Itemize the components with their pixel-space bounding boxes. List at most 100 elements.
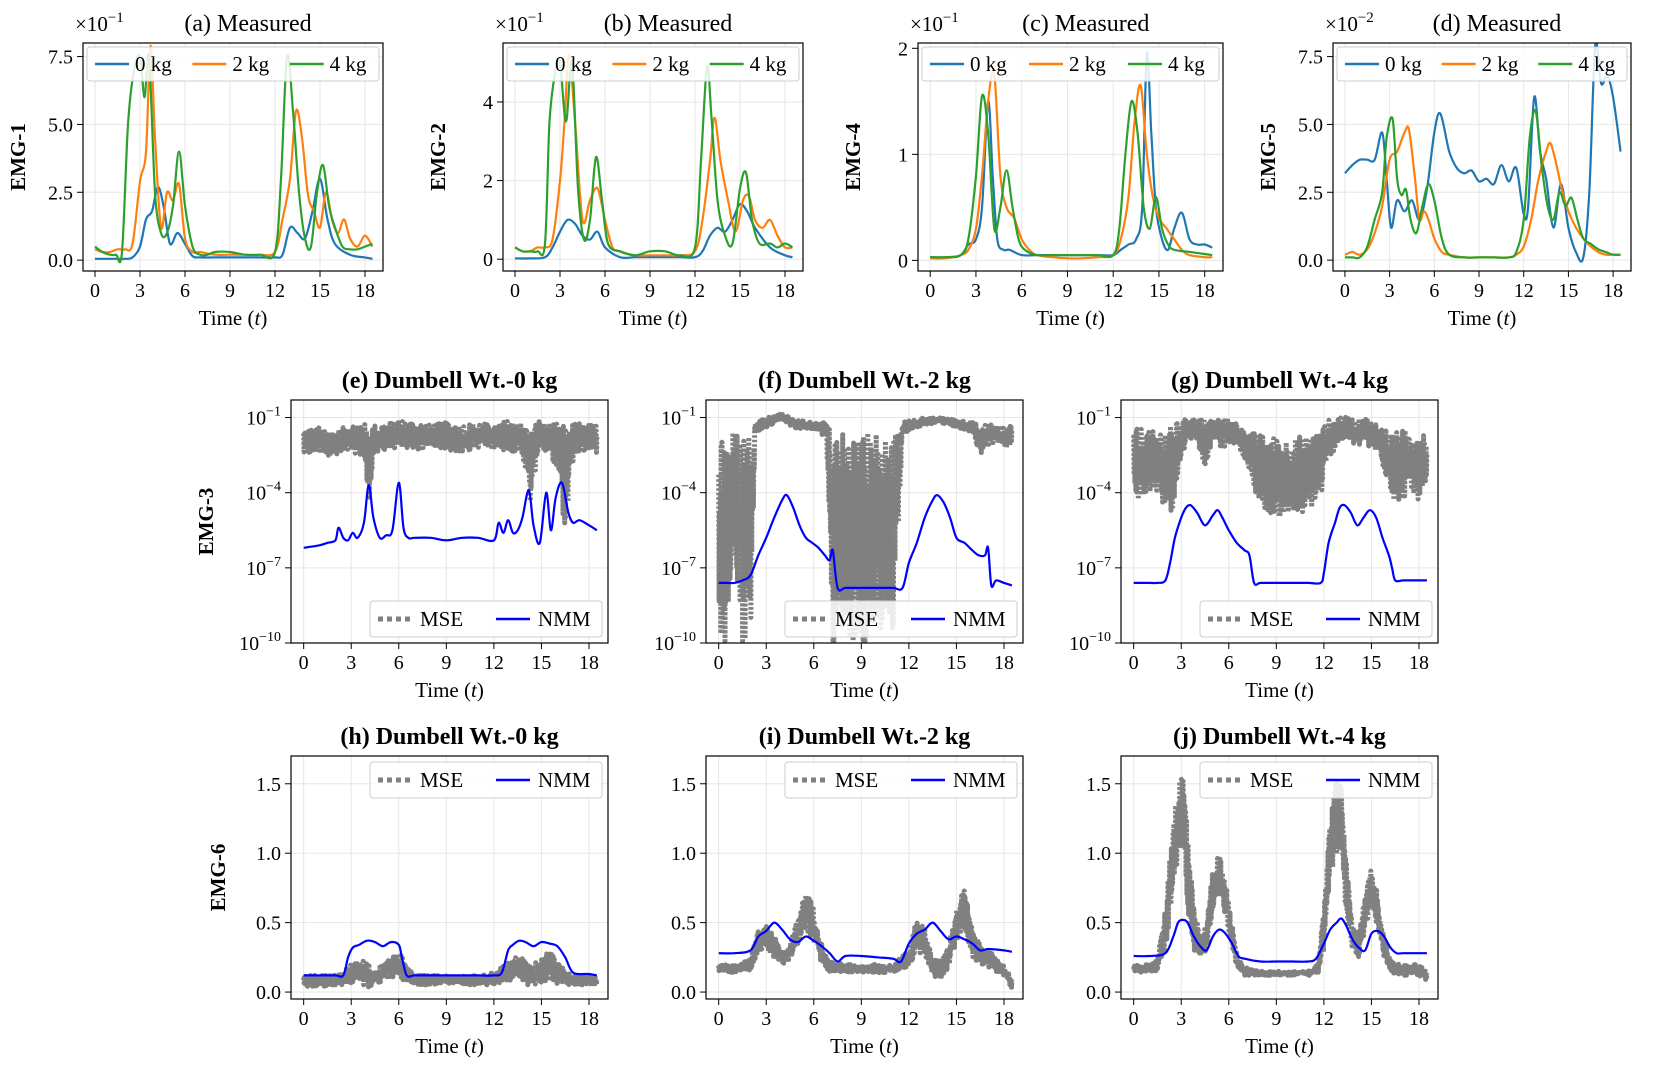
x-tick-label: 9 xyxy=(225,280,235,302)
series-4kg-line xyxy=(514,57,794,259)
y-axis-label: EMG-5 xyxy=(1256,123,1280,191)
chart-title: (d) Measured xyxy=(1433,11,1562,37)
series-4kg-line xyxy=(930,93,1213,259)
x-axis-label: Time (t) xyxy=(1036,306,1105,330)
x-tick-label: 6 xyxy=(809,1008,819,1030)
x-tick-label: 15 xyxy=(1149,280,1169,302)
x-tick-label: 18 xyxy=(1603,280,1623,302)
y-tick-label: 2.5 xyxy=(48,182,73,204)
x-tick-label: 0 xyxy=(510,280,520,302)
series-2kg-line xyxy=(930,70,1213,260)
series-nmm-line xyxy=(1133,503,1427,587)
x-tick-label: 15 xyxy=(1558,280,1578,302)
y-tick-label: 1.0 xyxy=(1086,843,1111,865)
axis-scale-factor: ×10−1 xyxy=(75,10,124,36)
x-tick-label: 18 xyxy=(1409,1008,1429,1030)
x-tick-label: 0 xyxy=(714,652,724,674)
y-tick-label: 10−1 xyxy=(246,405,281,430)
series-nmm-line xyxy=(1133,917,1427,963)
legend-label: MSE xyxy=(420,607,463,631)
x-tick-label: 12 xyxy=(265,280,285,302)
y-axis-label: EMG-2 xyxy=(426,123,450,191)
x-tick-label: 18 xyxy=(579,1008,599,1030)
x-tick-label: 15 xyxy=(946,652,966,674)
y-tick-label: 0.0 xyxy=(671,982,696,1004)
x-tick-label: 12 xyxy=(1514,280,1534,302)
y-tick-label: 0.0 xyxy=(48,250,73,272)
legend-box xyxy=(1199,761,1433,799)
x-tick-label: 18 xyxy=(1409,652,1429,674)
x-tick-label: 3 xyxy=(1385,280,1395,302)
x-tick-label: 6 xyxy=(1017,280,1027,302)
plot-area xyxy=(301,419,600,549)
legend-label: MSE xyxy=(835,607,878,631)
y-tick-label: 1.5 xyxy=(1086,774,1111,796)
series-nmm-line xyxy=(303,481,598,549)
series-2kg-line xyxy=(514,53,793,257)
y-tick-label: 0.5 xyxy=(671,913,696,935)
y-tick-label: 10−1 xyxy=(661,405,696,430)
y-tick-label: 10−10 xyxy=(654,630,696,655)
x-tick-label: 15 xyxy=(531,652,551,674)
y-tick-label: 10−7 xyxy=(246,555,281,580)
legend-label: NMM xyxy=(953,607,1006,631)
y-tick-label: 0 xyxy=(483,249,493,271)
plot-area xyxy=(514,53,794,260)
x-tick-label: 0 xyxy=(1129,652,1139,674)
series-0kg-line xyxy=(514,202,793,260)
x-tick-label: 3 xyxy=(346,652,356,674)
plot-area xyxy=(1131,414,1430,587)
legend-label: 0 kg xyxy=(1385,52,1422,76)
series-0kg-line xyxy=(1344,43,1622,263)
legend-box xyxy=(506,46,800,82)
y-tick-label: 0.0 xyxy=(256,982,281,1004)
x-tick-label: 3 xyxy=(1176,652,1186,674)
chart-title: (e) Dumbell Wt.-0 kg xyxy=(342,368,558,394)
x-tick-label: 3 xyxy=(971,280,981,302)
chart-panel-i: 0 3 6 9 12 15 18 0.0 0.5 1.0 1.5 (i) Dumbell Wt.-2 … xyxy=(671,724,1024,1058)
legend: MSE NMM xyxy=(784,600,1018,638)
y-tick-label: 1.0 xyxy=(671,843,696,865)
chart-panel-b: 0 3 6 9 12 15 18 0 2 4 ×10−1 (b) Measured Time (t) EM… xyxy=(426,10,804,330)
chart-panel-f: 0 3 6 9 12 15 18 10−10 10−7 10−4 10−1 (f) Dumbell W… xyxy=(654,368,1024,702)
x-tick-label: 18 xyxy=(355,280,375,302)
legend: 0 kg 2 kg 4 kg xyxy=(1336,46,1628,82)
x-tick-label: 3 xyxy=(761,652,771,674)
x-tick-label: 3 xyxy=(761,1008,771,1030)
x-tick-label: 0 xyxy=(925,280,935,302)
legend-box xyxy=(784,761,1018,799)
plot-area xyxy=(1344,43,1622,263)
legend-label: MSE xyxy=(1250,607,1293,631)
x-tick-label: 9 xyxy=(441,652,451,674)
x-axis-label: Time (t) xyxy=(830,678,899,702)
x-tick-label: 0 xyxy=(714,1008,724,1030)
y-axis-label: EMG-4 xyxy=(841,123,865,191)
y-tick-label: 10−1 xyxy=(1076,405,1111,430)
legend-box xyxy=(1336,46,1628,82)
legend-box xyxy=(1199,600,1433,638)
axes-frame xyxy=(290,755,609,1000)
y-tick-label: 1.5 xyxy=(671,774,696,796)
x-tick-label: 15 xyxy=(730,280,750,302)
plot-area xyxy=(716,411,1015,643)
x-tick-label: 9 xyxy=(856,652,866,674)
x-axis-label: Time (t) xyxy=(619,306,688,330)
series-nmm-line xyxy=(718,493,1013,592)
y-tick-label: 1.0 xyxy=(256,843,281,865)
x-tick-label: 3 xyxy=(135,280,145,302)
legend-label: 2 kg xyxy=(652,52,689,76)
x-tick-label: 6 xyxy=(1224,1008,1234,1030)
x-axis-label: Time (t) xyxy=(199,306,268,330)
series-nmm-line xyxy=(718,921,1013,964)
axis-scale-factor: ×10−2 xyxy=(1325,10,1374,36)
x-tick-label: 6 xyxy=(1429,280,1439,302)
y-tick-label: 10−10 xyxy=(1069,630,1111,655)
legend-box xyxy=(369,761,603,799)
x-tick-label: 9 xyxy=(441,1008,451,1030)
legend-label: 4 kg xyxy=(1168,52,1205,76)
chart-title: (g) Dumbell Wt.-4 kg xyxy=(1171,368,1388,394)
x-tick-label: 12 xyxy=(484,1008,504,1030)
x-tick-label: 15 xyxy=(946,1008,966,1030)
x-tick-label: 0 xyxy=(299,1008,309,1030)
